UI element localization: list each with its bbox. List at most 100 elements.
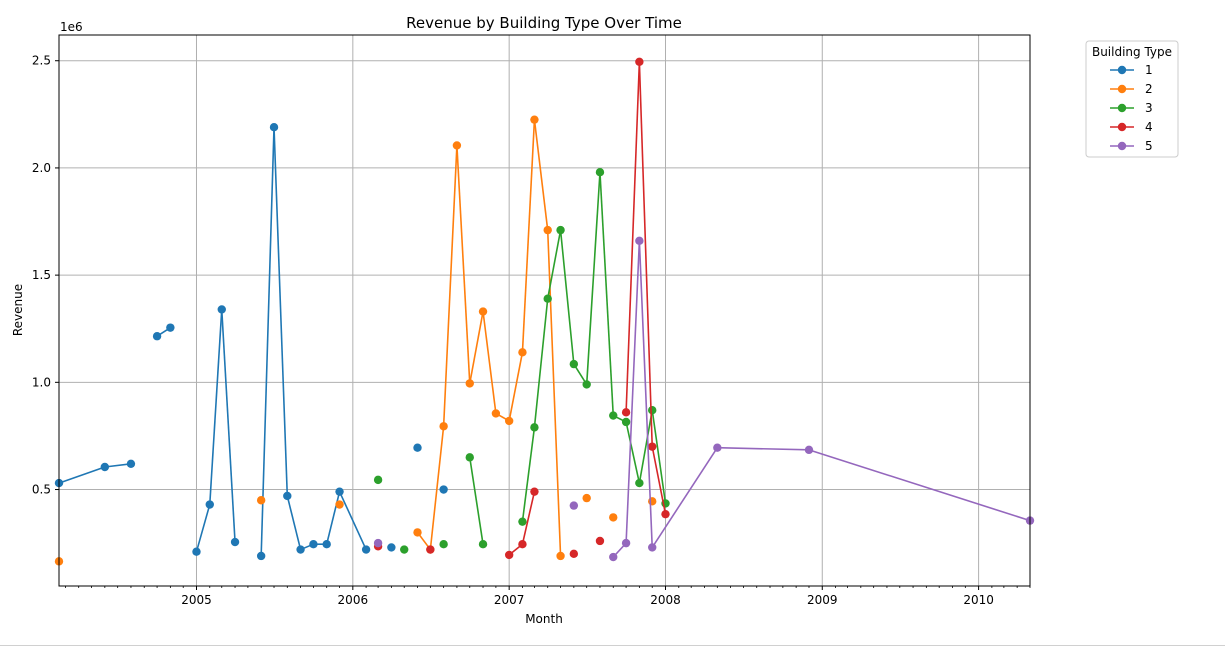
y-offset-label: 1e6: [60, 20, 83, 34]
series-2-point: [491, 409, 501, 418]
series-4-segment: [651, 446, 667, 515]
series-1-point: [192, 547, 201, 556]
x-axis-label: Month: [525, 612, 563, 626]
series-2-point: [256, 496, 266, 505]
series-2-segment: [468, 311, 484, 384]
legend-entry-2: 2: [1110, 82, 1153, 96]
series-5-point: [635, 236, 644, 246]
series-1-point: [309, 539, 318, 549]
legend-entries: 1 2 3 4 5: [1110, 63, 1153, 153]
y-axis-label: Revenue: [11, 284, 25, 336]
x-tick-label: 2007: [494, 593, 525, 607]
legend-entry-5: 5: [1110, 139, 1153, 153]
series-4-segment: [625, 61, 641, 413]
series-3: [373, 168, 670, 554]
series-4-point: [635, 57, 644, 66]
series-3-point: [609, 411, 618, 420]
series-2-point: [452, 141, 462, 150]
series-4-point: [595, 536, 605, 546]
series-3-point: [465, 453, 474, 462]
series-2-segment: [429, 426, 445, 550]
axes: 2005 2006 2007 2008 2009 2010 0.5 1.0 1.5 2.0 2.5: [32, 54, 1031, 607]
series-3-segment: [585, 172, 601, 385]
series-5-point: [373, 538, 383, 548]
series-2-segment: [533, 119, 549, 231]
legend-entry-3: 3: [1110, 101, 1153, 115]
series-3-segment: [468, 457, 484, 545]
series-1: [54, 122, 448, 561]
series-3-point: [595, 168, 605, 177]
series-3-segment: [559, 230, 575, 365]
series-2-point: [478, 307, 488, 316]
series-1-segment: [195, 504, 211, 552]
series-1-point: [166, 323, 175, 332]
series-1-segment: [286, 495, 302, 550]
series-3-point: [635, 478, 644, 488]
series-1-point: [205, 500, 214, 509]
series-2-point: [543, 225, 552, 235]
series-2-point: [530, 115, 539, 124]
x-tick-label: 2008: [650, 593, 681, 607]
series-1-point: [256, 551, 266, 561]
series-1-point: [126, 459, 136, 468]
series-2-point: [518, 348, 527, 357]
legend-label: 3: [1145, 101, 1153, 115]
series-3-point: [530, 423, 539, 432]
series-2-point: [556, 551, 565, 561]
series-4: [373, 57, 670, 560]
series-5-point: [569, 501, 579, 510]
series-3-point: [569, 359, 579, 369]
series-4-point: [518, 539, 527, 549]
x-tick-label: 2006: [338, 593, 369, 607]
series-2-segment: [521, 119, 536, 353]
series-1-point: [335, 487, 344, 496]
plot-frame: [58, 34, 1031, 587]
legend-marker: [1117, 103, 1127, 113]
series-5-segment: [717, 446, 810, 451]
series-5-point: [621, 538, 631, 548]
series-3-segment: [533, 298, 549, 428]
series-2-point: [504, 416, 514, 426]
series-1-segment: [208, 309, 223, 505]
series-5-segment: [638, 240, 654, 548]
series-1-point: [439, 485, 448, 494]
series-4-segment: [638, 61, 654, 447]
series-2-point: [413, 528, 422, 537]
series-3-point: [439, 539, 448, 549]
legend-marker: [1117, 84, 1127, 94]
y-tick-label: 1.0: [32, 375, 51, 389]
series-2-segment: [508, 352, 524, 422]
series-5-point: [713, 443, 722, 452]
series-2-point: [439, 422, 448, 431]
series-2-point: [335, 500, 344, 509]
series-4-point: [504, 550, 514, 560]
series-5-point: [609, 552, 618, 562]
series-3-point: [582, 380, 591, 389]
series-3-point: [621, 417, 631, 427]
series-3-point: [518, 517, 527, 526]
series-3-point: [373, 475, 383, 485]
series-4-point: [621, 408, 631, 417]
series-2: [54, 115, 657, 566]
series-1-point: [100, 462, 110, 472]
series-1-point: [152, 332, 162, 341]
series-5-segment: [808, 449, 1031, 522]
series-2-point: [609, 513, 618, 522]
series-3-segment: [638, 410, 654, 484]
x-tick-label: 2010: [963, 593, 994, 607]
series-2-point: [648, 497, 657, 506]
series-4-point: [661, 509, 670, 519]
series-1-segment: [220, 309, 236, 543]
legend-marker: [1117, 141, 1127, 151]
series-1-point: [269, 122, 279, 132]
series-3-point: [556, 225, 565, 235]
series-5-segment: [651, 447, 718, 548]
y-tick-label: 0.5: [32, 483, 51, 497]
x-tick-label: 2009: [807, 593, 838, 607]
legend-label: 2: [1145, 82, 1153, 96]
series-2-segment: [456, 145, 471, 384]
series-2-segment: [442, 145, 458, 427]
series-1-point: [296, 545, 305, 554]
series-1-point: [387, 543, 396, 552]
series-2-point: [582, 493, 591, 503]
